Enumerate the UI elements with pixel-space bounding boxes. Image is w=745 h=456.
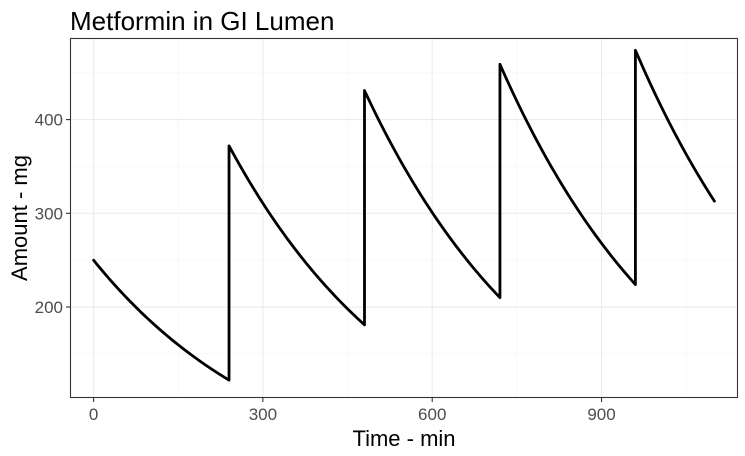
x-axis-title: Time - min bbox=[352, 426, 455, 451]
chart-title: Metformin in GI Lumen bbox=[70, 6, 334, 36]
x-tick-label: 600 bbox=[418, 405, 446, 424]
y-tick-label: 200 bbox=[35, 298, 63, 317]
major-gridlines bbox=[71, 39, 737, 397]
x-tick-label: 0 bbox=[89, 405, 98, 424]
y-tick-label: 400 bbox=[35, 111, 63, 130]
series-line bbox=[92, 48, 716, 382]
y-axis-title: Amount - mg bbox=[7, 155, 32, 281]
x-tick-label: 300 bbox=[249, 405, 277, 424]
axis-ticks: 0 300 600 900 200 300 400 bbox=[35, 111, 616, 424]
y-tick-label: 300 bbox=[35, 204, 63, 223]
series-layer bbox=[92, 48, 716, 382]
x-tick-label: 900 bbox=[587, 405, 615, 424]
minor-gridlines bbox=[71, 39, 737, 397]
plot-panel-border bbox=[69, 37, 739, 399]
